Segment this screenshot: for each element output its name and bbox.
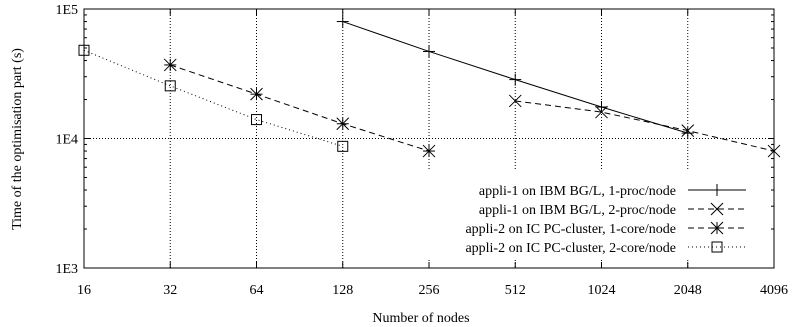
axis-ticks [83, 8, 775, 269]
series-line [170, 64, 430, 152]
data-point-star [422, 144, 436, 158]
data-point-plus [336, 15, 349, 28]
legend: appli-1 on IBM BG/L, 1-proc/node appli-1 … [465, 184, 746, 256]
data-point-cross [767, 144, 781, 158]
y-tick-label: 1E4 [55, 133, 78, 148]
data-point-cross [595, 105, 608, 119]
x-tick-label: 512 [505, 283, 526, 298]
x-axis-label: Number of nodes [372, 311, 469, 326]
data-point-star [163, 58, 177, 72]
data-point-square [164, 80, 176, 92]
x-tick-label: 32 [163, 283, 177, 298]
legend-item: appli-2 on IC PC-cluster, 2-core/node [465, 241, 746, 256]
x-tick-label: 64 [250, 283, 264, 298]
y-tick-label: 1E5 [55, 3, 78, 18]
data-point-star [710, 221, 724, 235]
x-tick-labels: 16 32 64 128 256 512 1024 2048 4096 [77, 283, 788, 298]
legend-label: appli-1 on IBM BG/L, 2-proc/node [479, 203, 676, 218]
data-point-plus [711, 184, 723, 196]
x-tick-label: 2048 [674, 283, 702, 298]
x-tick-label: 16 [77, 283, 91, 298]
data-point-square [251, 114, 262, 126]
series-3 [163, 58, 436, 158]
x-tick-label: 128 [332, 283, 353, 298]
y-tick-labels: 1E3 1E4 1E5 [55, 3, 78, 277]
data-point-cross [681, 124, 695, 137]
series-1 [336, 15, 694, 140]
data-point-square [337, 140, 349, 152]
y-axis-label: Time of the optimisation part (s) [10, 48, 25, 230]
data-point-plus [423, 45, 435, 58]
data-point-cross [508, 94, 522, 108]
data-point-square [711, 241, 723, 253]
legend-item: appli-1 on IBM BG/L, 1-proc/node [479, 184, 746, 199]
data-point-star [250, 87, 263, 101]
series-line [83, 49, 343, 147]
legend-item: appli-1 on IBM BG/L, 2-proc/node [479, 202, 746, 218]
legend-label: appli-1 on IBM BG/L, 1-proc/node [479, 184, 676, 199]
legend-label: appli-2 on IC PC-cluster, 2-core/node [465, 241, 676, 256]
y-tick-label: 1E3 [55, 262, 78, 277]
data-point-plus [681, 127, 694, 140]
legend-item: appli-2 on IC PC-cluster, 1-core/node [465, 221, 746, 237]
series-2 [508, 94, 781, 158]
x-tick-label: 4096 [760, 283, 788, 298]
x-tick-label: 1024 [588, 283, 616, 298]
data-point-cross [710, 202, 724, 216]
series-group [78, 15, 781, 158]
x-tick-label: 256 [419, 283, 440, 298]
data-point-star [336, 117, 350, 131]
data-point-plus [509, 73, 522, 86]
legend-label: appli-2 on IC PC-cluster, 1-core/node [465, 222, 676, 237]
data-point-square [78, 44, 90, 56]
data-point-plus [595, 101, 608, 114]
series-4 [78, 44, 349, 152]
series-line [515, 100, 775, 152]
